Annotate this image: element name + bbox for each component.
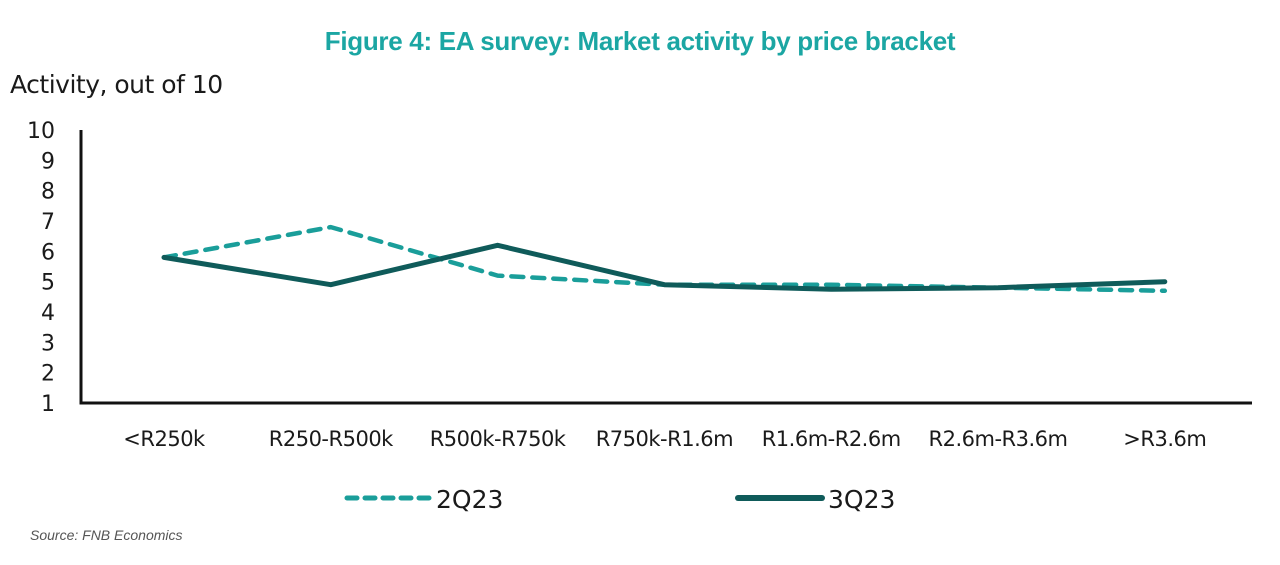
y-tick-label: 10 [27,119,55,144]
y-tick-label: 3 [41,331,55,356]
x-tick-label: >R3.6m [1123,427,1206,451]
y-tick-label: 7 [41,210,55,235]
y-tick-label: 2 [41,362,55,387]
x-tick-label: <R250k [123,427,206,451]
x-tick-label: R750k-R1.6m [596,427,733,451]
source-note: Source: FNB Economics [30,527,183,543]
y-axis-label: Activity, out of 10 [10,70,223,99]
series-line-3q23 [161,242,1168,292]
x-tick-label: R2.6m-R3.6m [929,427,1068,451]
x-tick-label: R1.6m-R2.6m [762,427,901,451]
legend: 2Q23 3Q23 [344,485,895,514]
y-tick-label: 4 [41,301,55,326]
x-tick-label: R250-R500k [269,427,394,451]
legend-label-3q23: 3Q23 [828,485,895,514]
legend-label-2q23: 2Q23 [436,485,503,514]
y-tick-label: 5 [41,271,55,296]
series-lines [161,224,1168,294]
y-tick-label: 6 [41,240,55,265]
chart-title: Figure 4: EA survey: Market activity by … [324,26,956,56]
y-tick-label: 9 [41,149,55,174]
y-tick-label: 1 [41,392,55,417]
y-tick-label: 8 [41,180,55,205]
x-tick-label: R500k-R750k [430,427,567,451]
x-axis-categories: <R250k R250-R500k R500k-R750k R750k-R1.6m R1… [123,427,1207,451]
y-axis-ticks: 1 2 3 4 5 6 7 8 9 10 [27,119,55,417]
